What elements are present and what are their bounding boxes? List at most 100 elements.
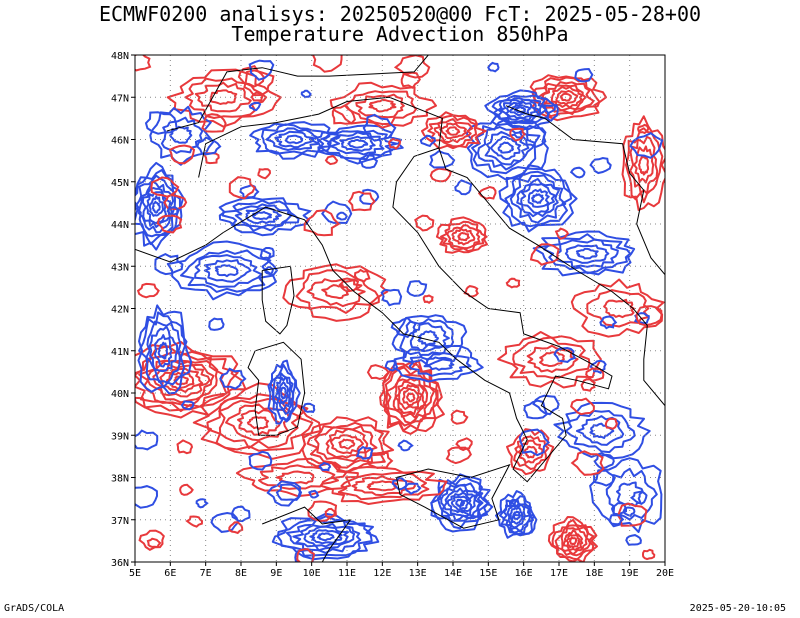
lon-tick-label: 9E: [270, 568, 282, 579]
lat-tick-label: 42N: [111, 305, 129, 316]
contour-line: [152, 363, 211, 398]
contour-line: [135, 174, 176, 238]
contour-line: [568, 536, 578, 546]
contour-line: [347, 190, 376, 212]
lon-tick-label: 14E: [444, 568, 462, 579]
contour-line: [562, 529, 584, 551]
lon-tick-label: 7E: [200, 568, 212, 579]
contour-line: [429, 167, 452, 183]
contour-line: [180, 249, 275, 293]
contour-line: [409, 322, 450, 353]
contour-line: [166, 205, 179, 216]
lon-tick-label: 8E: [235, 568, 247, 579]
contour-line: [529, 74, 607, 122]
contour-line: [331, 103, 357, 125]
contour-line: [512, 336, 591, 379]
contour-line: [509, 174, 567, 224]
contour-line: [427, 114, 478, 148]
contour-line: [406, 280, 428, 297]
contour-line: [225, 403, 291, 442]
contour-line: [543, 233, 632, 275]
contour-line: [362, 113, 397, 142]
contour-line: [391, 476, 408, 491]
lon-tick-label: 11E: [338, 568, 356, 579]
contour-line: [589, 457, 663, 533]
contour-line: [248, 450, 273, 471]
contour-line: [248, 101, 262, 112]
contour-line: [450, 409, 469, 425]
contour-line: [149, 105, 215, 166]
contour-line: [195, 498, 209, 509]
contour-line: [303, 525, 350, 548]
contour-line: [445, 446, 472, 465]
contour-line: [249, 121, 341, 160]
contour-line: [137, 180, 175, 234]
lat-tick-label: 48N: [111, 51, 129, 62]
contour-line: [604, 417, 618, 430]
contour-line: [138, 311, 188, 389]
contour-line: [353, 268, 371, 283]
footer-software: GrADS/COLA: [4, 603, 65, 614]
contour-line: [243, 69, 275, 97]
contour-line: [555, 89, 579, 106]
coast-border-line: [261, 265, 295, 335]
contour-line: [138, 529, 165, 551]
contour-line: [484, 130, 530, 166]
contour-line: [580, 378, 596, 392]
contour-line: [180, 400, 195, 411]
contour-line: [138, 359, 219, 407]
contour-line: [250, 91, 264, 102]
contour-line: [141, 187, 172, 228]
contour-line: [560, 527, 588, 556]
contour-line: [257, 168, 272, 180]
contour-line: [398, 384, 423, 411]
contour-line: [455, 437, 473, 452]
contour-line: [163, 194, 188, 211]
contour-line: [457, 232, 470, 242]
contour-line: [321, 284, 351, 300]
contour-line: [146, 537, 162, 549]
contour-line: [218, 196, 312, 237]
contour-line: [306, 278, 366, 308]
contour-line: [275, 470, 315, 485]
coast-border-line: [135, 232, 224, 263]
contour-line: [435, 216, 488, 254]
contour-line: [428, 149, 456, 169]
contour-line: [203, 259, 252, 283]
contour-line: [321, 200, 353, 225]
contour-line: [599, 315, 618, 330]
contour-line: [221, 199, 300, 232]
contour-line: [151, 200, 161, 214]
contour-line: [388, 137, 402, 150]
contour-line: [173, 375, 189, 386]
lat-tick-label: 38N: [111, 474, 129, 485]
contour-line: [451, 228, 476, 246]
lon-tick-label: 13E: [409, 568, 427, 579]
contour-line: [622, 506, 636, 517]
contour-line: [554, 524, 591, 557]
contour-line: [228, 521, 244, 535]
contour-line: [419, 134, 437, 148]
contour-line: [539, 351, 565, 367]
contour-line: [282, 263, 389, 322]
contour-line: [491, 94, 550, 125]
lon-tick-label: 17E: [550, 568, 568, 579]
contour-line: [393, 55, 431, 79]
contour-line: [455, 498, 466, 508]
contour-line: [537, 103, 559, 122]
contour-line: [292, 522, 356, 552]
contour-line: [329, 81, 437, 129]
contour-line: [532, 394, 560, 416]
contour-line: [284, 134, 304, 145]
contour-line: [505, 277, 521, 289]
contour-line: [275, 483, 303, 501]
contour-line: [554, 227, 570, 240]
contour-line: [168, 144, 196, 165]
contour-line: [477, 185, 497, 200]
contour-line: [553, 346, 577, 363]
contour-line: [529, 243, 560, 266]
lon-tick-label: 16E: [515, 568, 533, 579]
contour-line: [347, 138, 369, 149]
contour-line: [605, 467, 658, 521]
lon-tick-label: 6E: [164, 568, 176, 579]
